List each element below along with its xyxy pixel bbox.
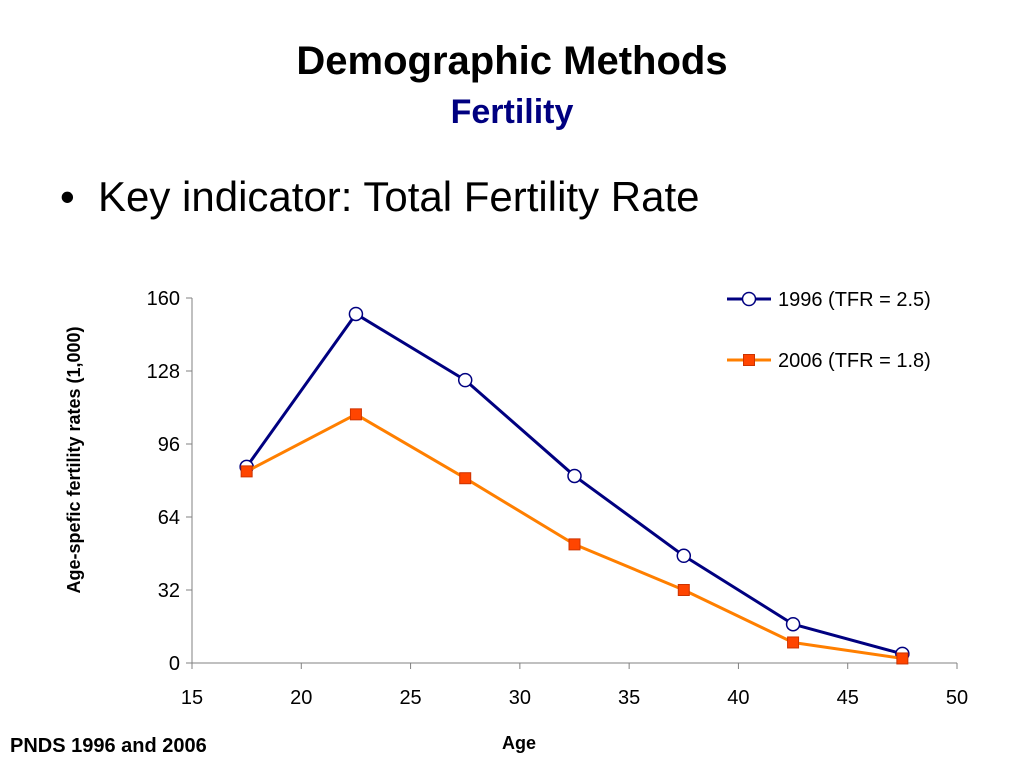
y-tick-label: 96 [158,434,180,456]
source-note: PNDS 1996 and 2006 [10,735,207,757]
data-point [240,465,253,478]
legend-item: 2006 (TFR = 1.8) [727,350,931,372]
data-point [457,372,473,388]
chart-legend: 1996 (TFR = 2.5) 2006 (TFR = 1.8) [727,289,931,372]
slide-subtitle: Fertility [450,93,574,131]
data-point [785,616,801,632]
bullet-dot-icon: • [60,173,75,220]
chart-axes [191,298,957,664]
chart-ticks: 0 32 64 96 128 160 15 20 25 30 35 40 45 50 [147,288,969,709]
legend-item: 1996 (TFR = 2.5) [727,289,931,311]
x-tick-label: 25 [399,687,421,709]
x-tick-label: 15 [181,687,203,709]
x-tick-label: 40 [727,687,749,709]
data-point [787,636,800,649]
legend-marker-icon [743,354,755,366]
y-tick-label: 160 [147,288,180,310]
x-tick-label: 35 [618,687,640,709]
x-tick-label: 20 [290,687,312,709]
slide-title: Demographic Methods [296,39,728,83]
y-tick-label: 64 [158,507,180,529]
legend-marker-icon [741,291,757,307]
bullet-item: • Key indicator: Total Fertility Rate [60,172,699,222]
legend-label: 2006 (TFR = 1.8) [778,350,931,372]
legend-label: 1996 (TFR = 2.5) [778,289,931,311]
bullet-text: Key indicator: Total Fertility Rate [98,173,700,220]
data-point [567,468,582,484]
series-line [245,412,903,660]
y-axis-label: Age-spefic fertility rates (1,000) [64,326,84,593]
chart-series [239,306,910,665]
data-point [349,408,362,421]
data-point [896,652,909,665]
y-tick-label: 32 [158,580,180,602]
y-tick-label: 0 [169,653,180,675]
data-point [348,306,364,322]
data-point [459,472,472,485]
data-point [676,548,692,564]
x-tick-label: 30 [509,687,531,709]
y-tick-label: 128 [147,361,180,383]
data-point [568,538,581,551]
x-tick-label: 50 [946,687,968,709]
x-axis-label: Age [502,733,536,753]
x-tick-label: 45 [837,687,859,709]
series-2006 [240,408,909,665]
series-1996 [239,306,910,662]
data-point [677,584,690,596]
